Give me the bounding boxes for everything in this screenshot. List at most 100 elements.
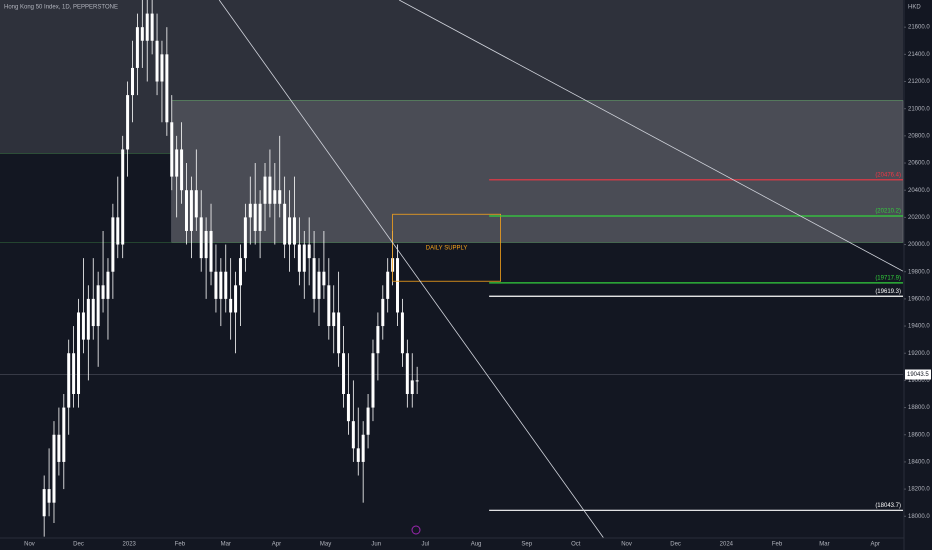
candle-body <box>62 407 66 462</box>
candle-body <box>194 190 198 218</box>
y-tick-label: 19000.0 <box>908 378 930 384</box>
candle-body <box>184 190 188 231</box>
candle-body <box>263 176 267 204</box>
candle-body <box>145 13 149 41</box>
candle-body <box>356 448 360 462</box>
x-tick-label: May <box>320 542 331 548</box>
y-tick-label: 21600.0 <box>908 25 930 31</box>
y-tick-label: 18000.0 <box>908 514 930 520</box>
candle-body <box>111 217 115 272</box>
candle-body <box>302 244 306 272</box>
supply-label: DAILY SUPPLY <box>426 245 468 251</box>
candle-body <box>81 312 85 340</box>
y-tick-label: 18600.0 <box>908 432 930 438</box>
level-label: (18043.7) <box>875 503 901 509</box>
candle-body <box>150 13 154 41</box>
candle-body <box>322 271 326 286</box>
plot-area: DAILY SUPPLY (20476.4) (20210.2) (19717.9) (… <box>0 0 904 539</box>
y-tick-label: 19400.0 <box>908 324 930 330</box>
candle-body <box>165 54 169 123</box>
candle-body <box>155 40 159 82</box>
candle-body <box>273 190 277 204</box>
candle-body <box>121 149 125 245</box>
x-tick-label: Feb <box>772 542 783 548</box>
event-icon[interactable] <box>411 525 421 535</box>
x-tick-label: Feb <box>175 542 186 548</box>
chart-title: Hong Kong 50 Index, 1D, PEPPERSTONE <box>4 5 118 11</box>
candle-body <box>317 271 321 299</box>
candle-body <box>214 271 218 299</box>
candle-body <box>57 434 61 462</box>
candle-body <box>346 393 350 422</box>
candle-body <box>52 434 56 503</box>
candle-body <box>288 217 292 245</box>
candle-body <box>180 149 184 191</box>
x-tick-label: Apr <box>272 542 281 548</box>
candle-body <box>342 353 346 394</box>
candle-body <box>386 271 390 299</box>
candle-body <box>366 407 370 435</box>
candle-body <box>101 285 105 299</box>
y-tick-label: 18400.0 <box>908 459 930 465</box>
zone <box>171 100 904 243</box>
candle-body <box>224 271 228 299</box>
x-tick-label: Nov <box>24 542 35 548</box>
candle-body <box>396 258 400 313</box>
candle-body <box>204 230 208 259</box>
candle-body <box>376 326 380 354</box>
y-tick-label: 21000.0 <box>908 106 930 112</box>
x-tick-label: Mar <box>221 542 231 548</box>
y-tick-label: 20000.0 <box>908 242 930 248</box>
x-tick-label: 2024 <box>720 542 734 548</box>
last-price-label: 19043.5 <box>907 372 929 378</box>
candle-body <box>175 149 179 177</box>
candle-body <box>258 203 262 231</box>
x-tick-label: Oct <box>571 542 581 548</box>
candle-body <box>297 244 301 272</box>
candle-body <box>361 434 365 462</box>
candle-body <box>351 421 355 449</box>
candle-body <box>248 203 252 218</box>
y-tick-label: 19200.0 <box>908 351 930 357</box>
candle-body <box>219 271 223 299</box>
trendline <box>398 0 904 272</box>
x-tick-label: Dec <box>73 542 84 548</box>
candle-body <box>332 312 336 327</box>
candle-body <box>307 244 311 259</box>
y-tick-label: 20400.0 <box>908 188 930 194</box>
y-tick-label: 18200.0 <box>908 487 930 493</box>
candle-body <box>371 353 375 408</box>
candle-body <box>268 176 272 204</box>
x-tick-label: Apr <box>871 542 880 548</box>
candle-body <box>283 203 287 245</box>
candle-body <box>327 285 331 327</box>
y-tick-label: 21400.0 <box>908 52 930 58</box>
y-tick-label: 21200.0 <box>908 79 930 85</box>
candle-body <box>77 312 81 394</box>
y-tick-label: 20800.0 <box>908 133 930 139</box>
level-label: (20476.4) <box>875 172 901 178</box>
candle-body <box>170 122 174 177</box>
candle-body <box>199 217 203 259</box>
candle-body <box>140 27 144 41</box>
candle-body <box>131 67 135 96</box>
y-tick-label: 18800.0 <box>908 405 930 411</box>
candle-body <box>189 190 193 231</box>
trendline <box>218 0 604 539</box>
candle-body <box>116 217 120 245</box>
y-tick-label: 19600.0 <box>908 296 930 302</box>
x-tick-label: Aug <box>471 542 482 548</box>
candle-body <box>381 298 385 327</box>
level-label: (19717.9) <box>875 275 901 281</box>
last-price-box <box>905 369 931 380</box>
x-tick-label: Mar <box>819 542 829 548</box>
candle-body <box>278 190 282 204</box>
candle-body <box>135 27 139 68</box>
candle-body <box>72 353 76 394</box>
supply-box <box>392 213 501 282</box>
y-tick-label: 19800.0 <box>908 269 930 275</box>
candle-body <box>47 489 51 503</box>
x-tick-label: Sep <box>521 542 532 548</box>
candle-body <box>415 380 419 382</box>
